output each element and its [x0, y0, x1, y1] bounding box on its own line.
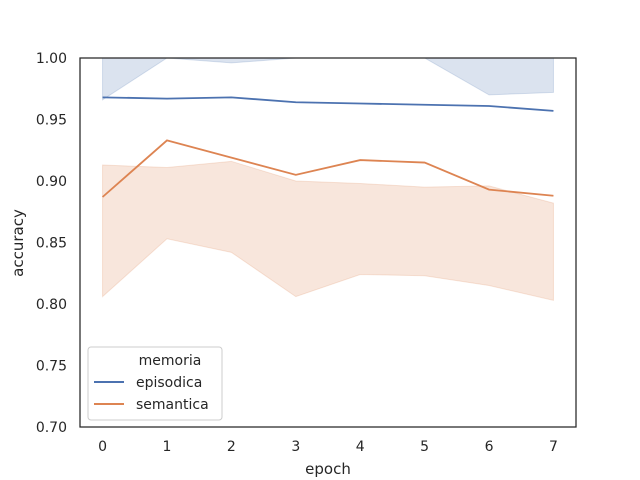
- legend-label-semantica: semantica: [136, 397, 209, 413]
- y-axis-ticks: 0.70 0.75 0.80 0.85 0.90 0.95 1.00: [36, 51, 67, 436]
- y-tick-label: 0.80: [36, 297, 67, 313]
- x-tick-label: 7: [549, 439, 558, 455]
- x-tick-label: 3: [291, 439, 300, 455]
- legend-label-episodica: episodica: [136, 375, 202, 391]
- y-axis-label: accuracy: [9, 209, 27, 277]
- plot-frame: [79, 57, 577, 428]
- y-tick-label: 0.90: [36, 174, 67, 190]
- y-tick-label: 0.95: [36, 113, 67, 129]
- band-semantica: [102, 160, 554, 301]
- legend: memoria episodica semantica: [87, 346, 223, 421]
- confidence-bands: [102, 58, 554, 301]
- line-episodica: [102, 96, 554, 112]
- line-semantica: [101, 139, 554, 198]
- series-lines: [101, 96, 554, 198]
- x-tick-label: 0: [98, 439, 107, 455]
- x-tick-label: 1: [163, 439, 172, 455]
- x-axis-label: epoch: [305, 460, 351, 478]
- x-tick-label: 4: [356, 439, 365, 455]
- x-tick-label: 2: [227, 439, 236, 455]
- legend-title: memoria: [139, 353, 202, 369]
- x-tick-label: 6: [485, 439, 494, 455]
- y-tick-label: 0.75: [36, 359, 67, 375]
- band-episodica: [102, 58, 554, 101]
- y-tick-label: 0.85: [36, 236, 67, 252]
- y-tick-label: 1.00: [36, 51, 67, 67]
- legend-box: [87, 346, 223, 421]
- x-tick-label: 5: [420, 439, 429, 455]
- x-axis-ticks: 0 1 2 3 4 5 6 7: [98, 439, 558, 455]
- y-tick-label: 0.70: [36, 420, 67, 436]
